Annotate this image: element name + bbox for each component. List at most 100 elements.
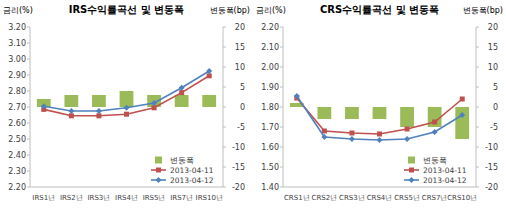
- x-tick-label: IRS10년: [196, 194, 223, 202]
- y2-tick-label: 20: [488, 23, 498, 32]
- y2-tick-label: 10: [488, 63, 498, 72]
- y-tick: [27, 107, 30, 108]
- y2-tick: [476, 27, 479, 28]
- y2-tick: [223, 187, 226, 188]
- y-tick: [280, 87, 283, 88]
- marker: [152, 105, 157, 110]
- x-tick-label: CRS10년: [447, 194, 477, 202]
- y-tick: [27, 123, 30, 124]
- marker: [207, 73, 212, 78]
- y-tick: [27, 91, 30, 92]
- bar: [455, 107, 469, 139]
- y2-tick-label: -20: [232, 183, 245, 192]
- x-tick-label: CRS1년: [284, 194, 310, 202]
- y-tick-label: 3.20: [8, 23, 26, 32]
- y-tick-label: 1.50: [261, 163, 279, 172]
- y2-tick-label: -5: [237, 123, 245, 132]
- marker: [460, 97, 465, 102]
- marker: [68, 108, 74, 114]
- y2-tick-label: 5: [493, 83, 498, 92]
- bar: [317, 107, 331, 119]
- y2-tick: [223, 67, 226, 68]
- x-tick-label: IRS3년: [88, 194, 111, 202]
- marker: [156, 177, 162, 183]
- y-axis-label: 금리(%): [3, 6, 33, 15]
- chart-canvas: IRS수익률곡선 및 변동폭금리(%)변동폭(bp)2.202.302.402.…: [0, 0, 506, 209]
- y2-tick-label: -15: [485, 163, 498, 172]
- y-tick: [27, 27, 30, 28]
- bar: [64, 95, 78, 107]
- marker: [96, 108, 102, 114]
- y2-tick: [223, 167, 226, 168]
- y2-tick-label: 20: [235, 23, 245, 32]
- bar: [373, 107, 387, 119]
- y2-tick-label: -10: [232, 143, 245, 152]
- chart-panel: IRS수익률곡선 및 변동폭금리(%)변동폭(bp)2.202.302.402.…: [3, 4, 250, 202]
- marker: [124, 105, 130, 111]
- x-tick-label: IRS5년: [143, 194, 166, 202]
- marker: [349, 136, 355, 142]
- line: [297, 98, 462, 134]
- y2-tick-label: -20: [485, 183, 498, 192]
- y-axis-label: 금리(%): [256, 6, 286, 15]
- y2-tick: [476, 87, 479, 88]
- x-tick-label: CRS7년: [422, 194, 448, 202]
- y-tick-label: 1.70: [261, 123, 279, 132]
- y2-tick: [223, 27, 226, 28]
- legend-label: 변동폭: [423, 156, 447, 165]
- y-tick-label: 2.00: [261, 63, 279, 72]
- y-tick-label: 2.30: [8, 167, 26, 176]
- y-tick-label: 2.90: [8, 71, 26, 80]
- y-tick-label: 2.40: [8, 151, 26, 160]
- marker: [41, 103, 47, 109]
- bar: [92, 95, 106, 107]
- marker: [377, 132, 382, 137]
- y2-axis-label: 변동폭(bp): [210, 6, 250, 15]
- line: [44, 71, 209, 111]
- y-tick-label: 2.60: [8, 119, 26, 128]
- marker: [321, 134, 327, 140]
- y2-tick-label: 0: [240, 103, 245, 112]
- y-tick: [27, 187, 30, 188]
- y2-tick: [476, 147, 479, 148]
- y-tick-label: 2.10: [261, 43, 279, 52]
- y-tick: [27, 171, 30, 172]
- y-tick-label: 2.20: [261, 23, 279, 32]
- x-tick-label: IRS7년: [170, 194, 193, 202]
- y2-tick: [476, 107, 479, 108]
- marker: [179, 85, 185, 91]
- y-tick-label: 2.70: [8, 103, 26, 112]
- y2-tick: [476, 127, 479, 128]
- y2-tick: [223, 47, 226, 48]
- legend: 변동폭2013-04-112013-04-12: [404, 156, 467, 185]
- y2-tick-label: -15: [232, 163, 245, 172]
- y-tick-label: 1.90: [261, 83, 279, 92]
- marker: [151, 100, 157, 106]
- y2-tick: [223, 87, 226, 88]
- y-tick-label: 1.60: [261, 143, 279, 152]
- marker: [322, 129, 327, 134]
- marker: [432, 129, 438, 135]
- y-tick: [280, 127, 283, 128]
- y2-tick-label: 15: [235, 43, 245, 52]
- y-tick-label: 1.40: [261, 183, 279, 192]
- legend-label: 2013-04-12: [170, 176, 214, 185]
- line: [297, 96, 462, 140]
- x-tick-label: IRS1년: [32, 194, 55, 202]
- plot-area: [290, 93, 469, 143]
- y-tick: [280, 147, 283, 148]
- legend-swatch: [155, 157, 162, 164]
- legend-label: 2013-04-12: [423, 176, 467, 185]
- y2-tick: [223, 107, 226, 108]
- marker: [156, 168, 161, 173]
- y-tick: [27, 75, 30, 76]
- y-tick-label: 3.10: [8, 39, 26, 48]
- y-tick: [280, 47, 283, 48]
- y-tick: [280, 107, 283, 108]
- chart-panel: CRS수익률곡선 및 변동폭금리(%)변동폭(bp)1.401.501.601.…: [256, 4, 503, 202]
- y2-tick: [476, 67, 479, 68]
- y2-tick-label: -10: [485, 143, 498, 152]
- marker: [124, 112, 129, 117]
- y-tick-label: 2.80: [8, 87, 26, 96]
- marker: [96, 113, 101, 118]
